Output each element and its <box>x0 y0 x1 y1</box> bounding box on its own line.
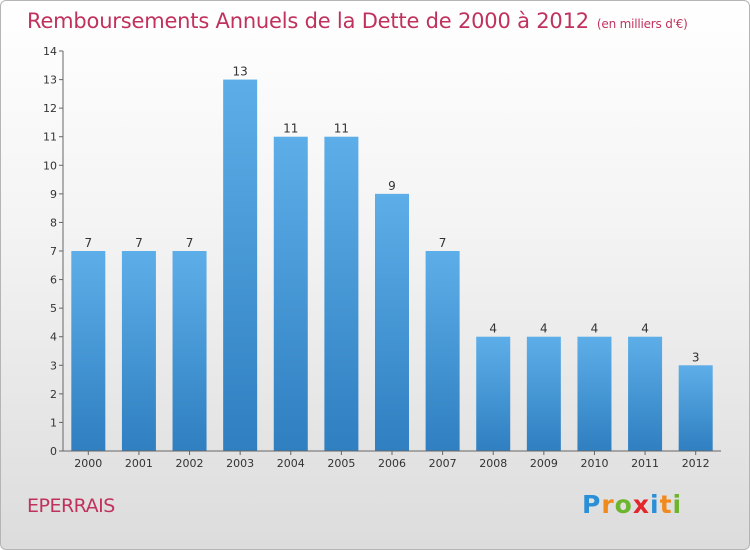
logo-letter: P <box>582 490 602 519</box>
bar <box>121 251 156 451</box>
y-tick-label: 2 <box>50 388 57 401</box>
bar <box>324 136 359 451</box>
bar-value-label: 11 <box>283 122 298 136</box>
y-tick-label: 6 <box>50 274 57 287</box>
x-tick-label: 2003 <box>226 457 254 470</box>
x-tick-label: 2009 <box>530 457 558 470</box>
x-tick-label: 2001 <box>125 457 153 470</box>
y-tick-label: 0 <box>50 445 57 458</box>
x-tick-label: 2007 <box>429 457 457 470</box>
x-tick-label: 2004 <box>277 457 305 470</box>
commune-name: EPERRAIS <box>27 495 115 517</box>
bar <box>375 193 409 451</box>
x-tick-label: 2006 <box>378 457 406 470</box>
chart-title: Remboursements Annuels de la Dette de 20… <box>27 9 688 33</box>
x-tick-label: 2002 <box>176 457 204 470</box>
y-tick-label: 3 <box>50 359 57 372</box>
logo-letter: i <box>650 490 660 519</box>
logo-letter: r <box>601 490 615 519</box>
logo-letter: i <box>672 490 683 519</box>
x-tick-label: 2005 <box>327 457 355 470</box>
y-tick-label: 5 <box>50 302 57 315</box>
bar <box>526 336 561 451</box>
bar <box>172 251 207 451</box>
bar-value-label: 7 <box>439 236 447 250</box>
bar <box>425 251 460 451</box>
bar <box>476 336 511 451</box>
proxiti-logo: Proxiti <box>582 490 682 519</box>
bar-value-label: 7 <box>135 236 143 250</box>
bar-value-label: 11 <box>334 122 349 136</box>
bar <box>678 365 713 451</box>
bar <box>273 136 308 451</box>
logo-letter: x <box>632 490 650 519</box>
bar <box>577 336 612 451</box>
bar-value-label: 13 <box>233 65 248 79</box>
logo-letter: t <box>659 490 673 519</box>
x-tick-label: 2000 <box>74 457 102 470</box>
y-tick-label: 4 <box>50 331 57 344</box>
bar-value-label: 4 <box>540 322 548 336</box>
bar-value-label: 4 <box>489 322 497 336</box>
x-tick-label: 2010 <box>580 457 608 470</box>
x-tick-label: 2011 <box>631 457 659 470</box>
bar <box>628 336 663 451</box>
y-tick-label: 11 <box>43 131 57 144</box>
bar <box>71 251 106 451</box>
bar-value-label: 4 <box>591 322 599 336</box>
bar <box>223 79 258 452</box>
y-tick-label: 7 <box>50 245 57 258</box>
y-tick-label: 10 <box>43 159 57 172</box>
logo-letter: o <box>614 490 633 519</box>
chart-subtitle: (en milliers d'€) <box>596 17 688 31</box>
x-tick-label: 2012 <box>682 457 710 470</box>
chart-title-text: Remboursements Annuels de la Dette de 20… <box>27 9 589 33</box>
y-tick-label: 13 <box>43 74 57 87</box>
bar-value-label: 4 <box>641 322 649 336</box>
y-tick-label: 9 <box>50 188 57 201</box>
bar-value-label: 9 <box>388 179 396 193</box>
bar-value-label: 7 <box>186 236 194 250</box>
y-tick-label: 14 <box>43 45 57 58</box>
y-tick-label: 1 <box>50 416 57 429</box>
y-tick-label: 12 <box>43 102 57 115</box>
bars-layer: 7 7 7 13 11 11 9 7 4 4 4 4 3 <box>71 65 713 452</box>
bar-value-label: 7 <box>84 236 92 250</box>
x-tick-label: 2008 <box>479 457 507 470</box>
bar-value-label: 3 <box>692 350 700 364</box>
y-tick-label: 8 <box>50 216 57 229</box>
